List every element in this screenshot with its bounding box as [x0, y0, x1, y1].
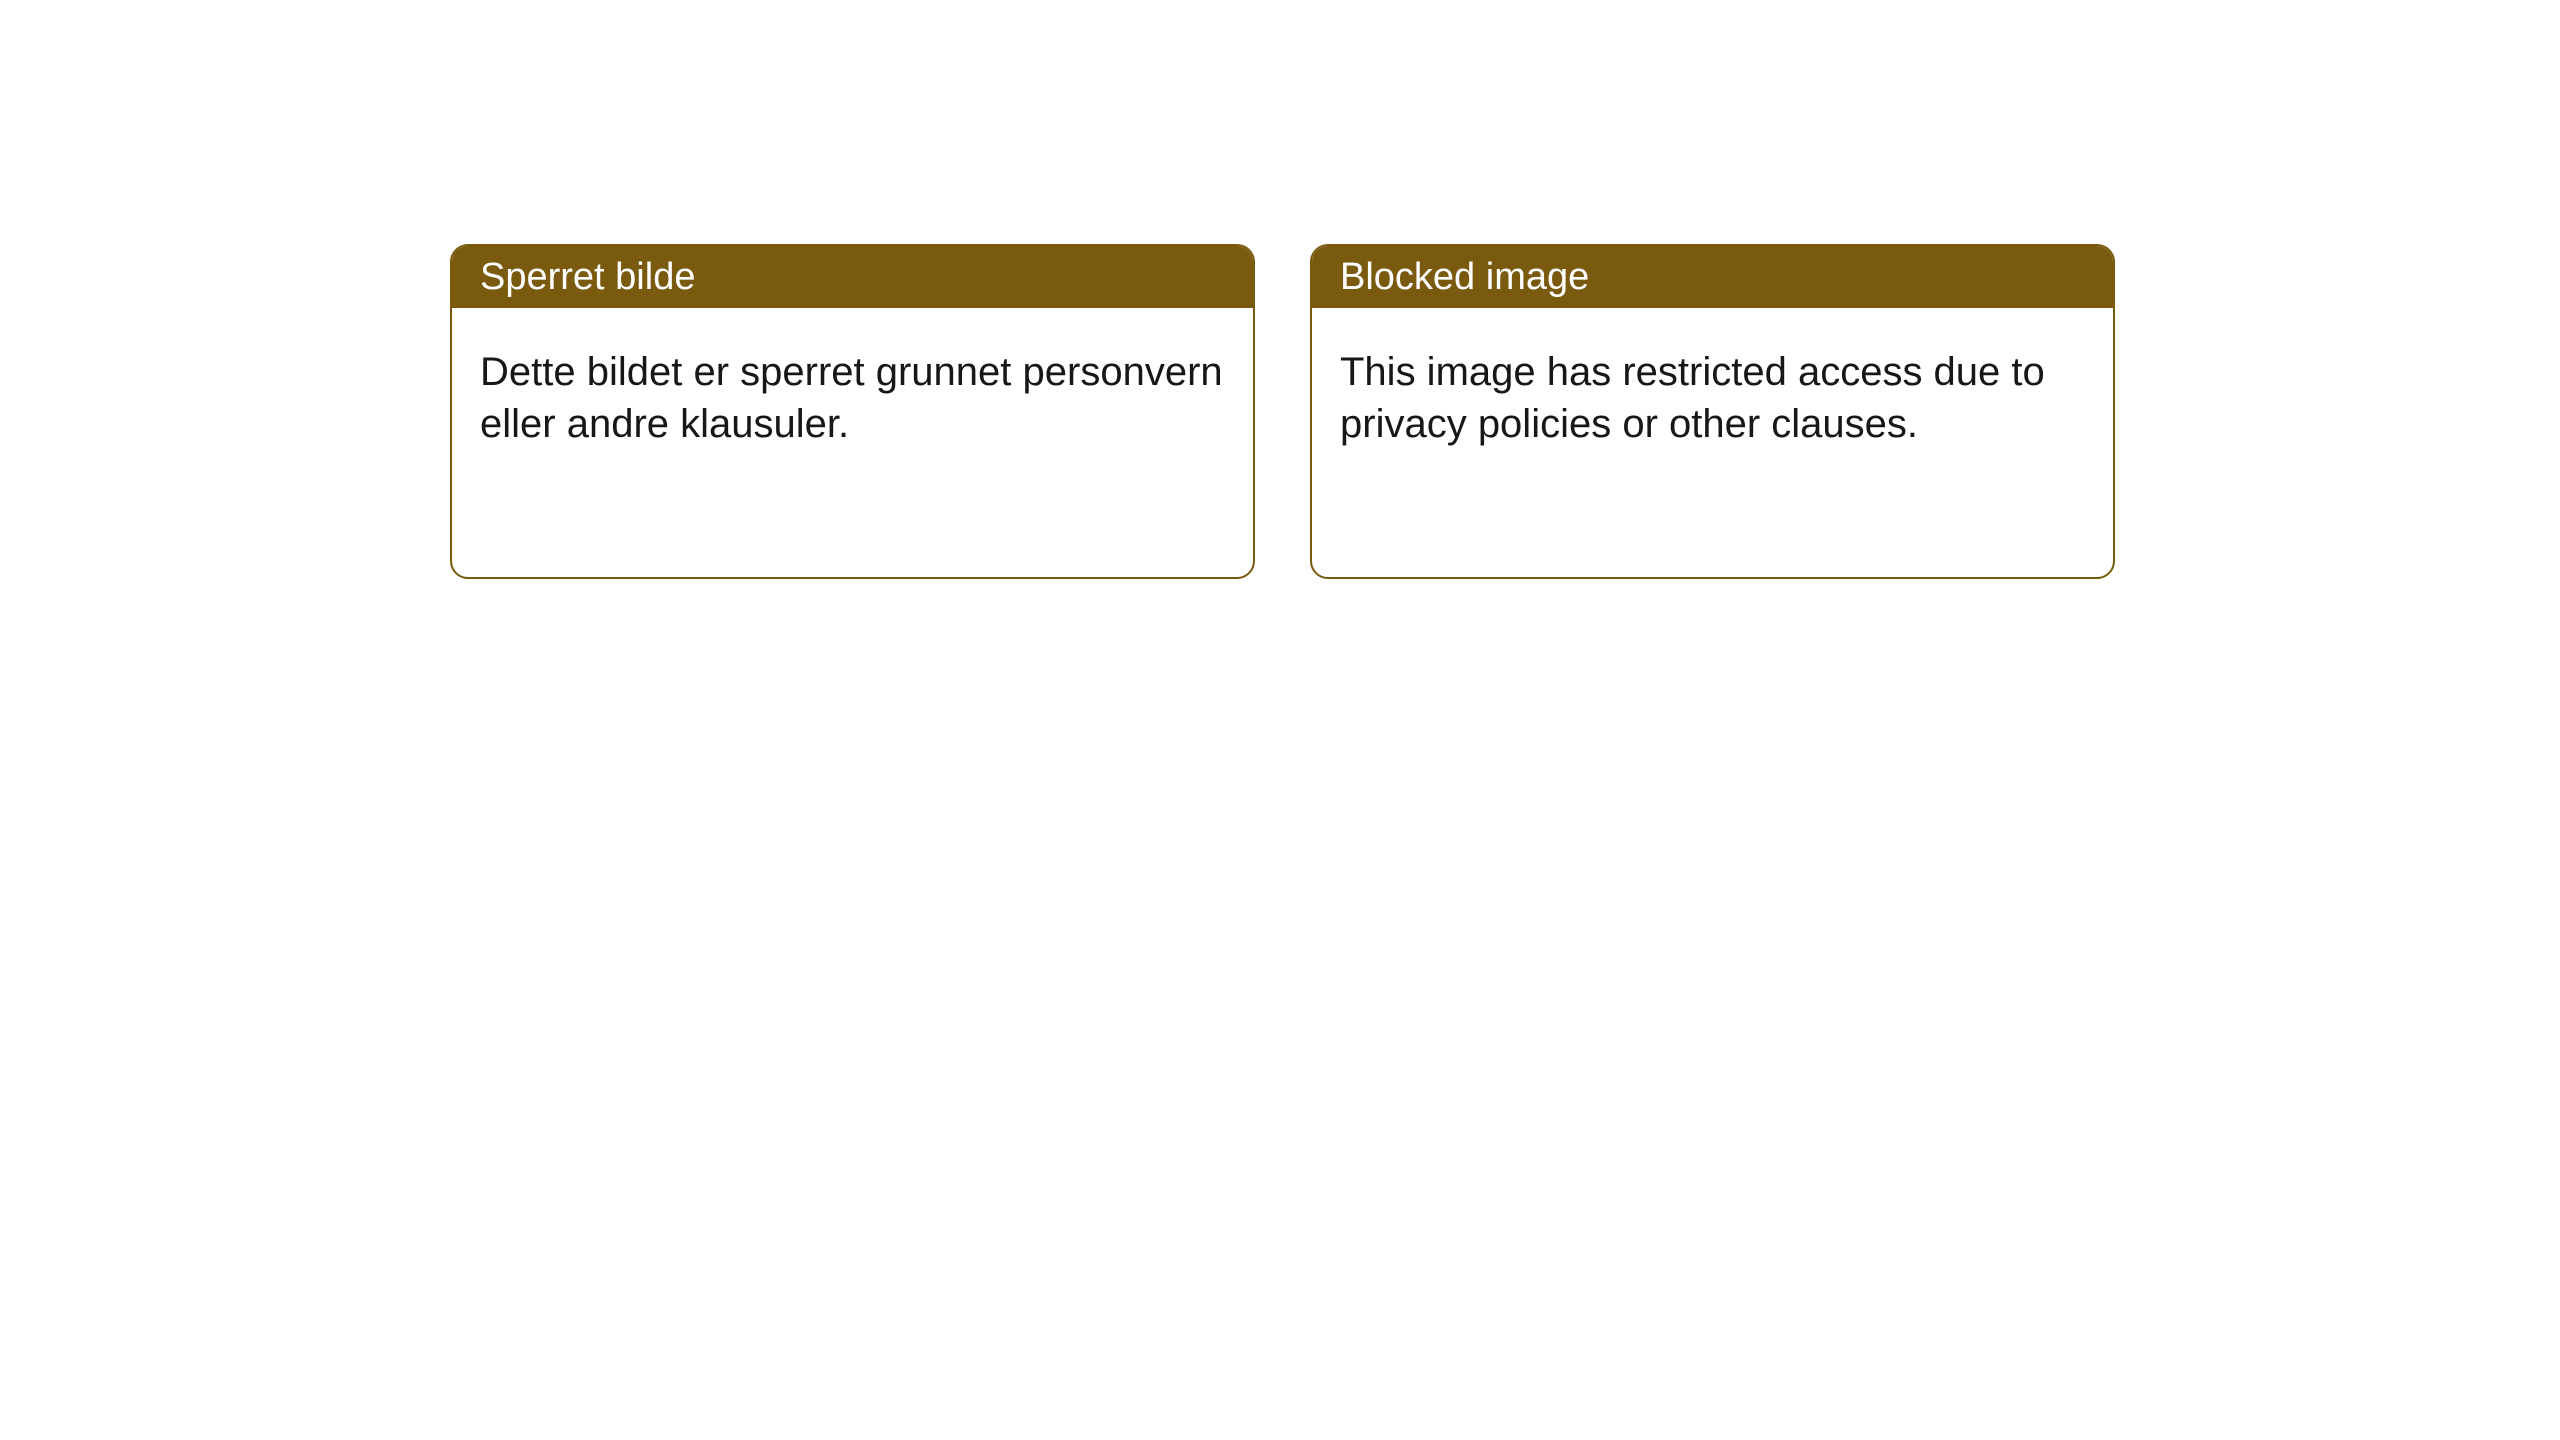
card-header: Blocked image — [1312, 246, 2113, 308]
notice-card-english: Blocked image This image has restricted … — [1310, 244, 2115, 579]
card-header: Sperret bilde — [452, 246, 1253, 308]
card-header-text: Blocked image — [1340, 256, 1589, 299]
card-header-text: Sperret bilde — [480, 256, 695, 299]
notice-card-norwegian: Sperret bilde Dette bildet er sperret gr… — [450, 244, 1255, 579]
notice-container: Sperret bilde Dette bildet er sperret gr… — [450, 244, 2115, 579]
card-body: Dette bildet er sperret grunnet personve… — [452, 308, 1253, 488]
card-body-text: Dette bildet er sperret grunnet personve… — [480, 350, 1223, 446]
card-body-text: This image has restricted access due to … — [1340, 350, 2045, 446]
card-body: This image has restricted access due to … — [1312, 308, 2113, 488]
